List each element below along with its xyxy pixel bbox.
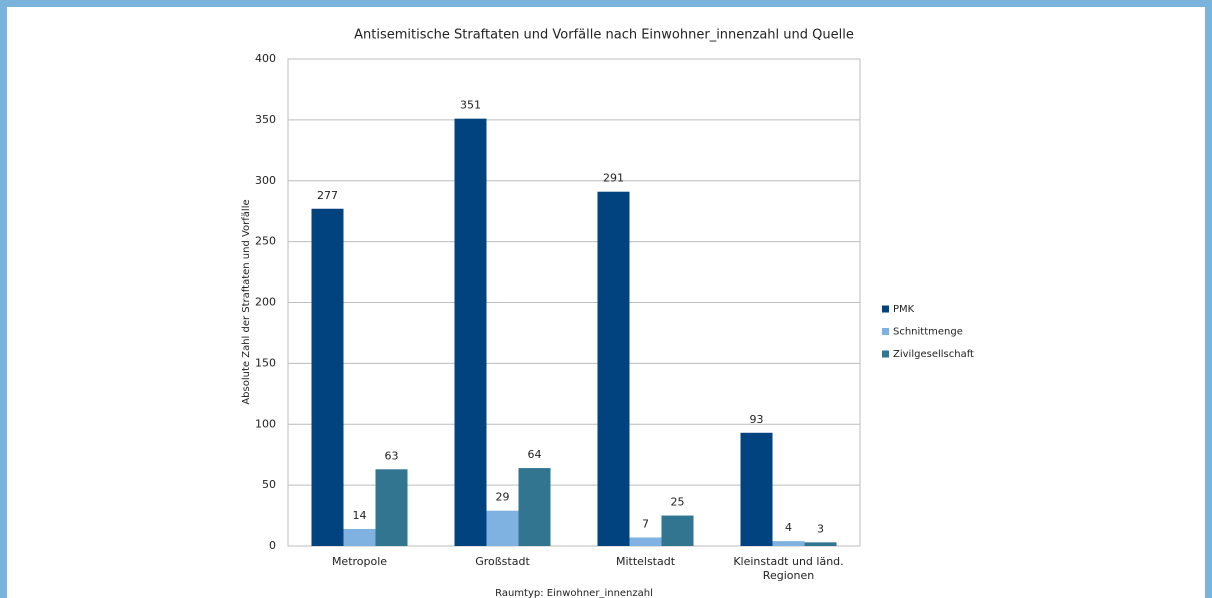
legend-swatch	[882, 328, 889, 335]
value-label: 277	[317, 189, 338, 202]
value-label: 64	[528, 448, 542, 461]
y-tick-label: 200	[255, 296, 276, 309]
value-label: 14	[353, 509, 367, 522]
y-tick-label: 300	[255, 174, 276, 187]
bar	[740, 432, 773, 546]
y-tick-label: 0	[269, 539, 276, 552]
y-tick-label: 250	[255, 235, 276, 248]
bar	[629, 537, 662, 546]
plot-border	[287, 58, 861, 547]
bar	[343, 528, 376, 546]
y-tick-label: 350	[255, 113, 276, 126]
legend-swatch	[882, 305, 889, 313]
bar	[311, 208, 344, 546]
bar	[518, 468, 551, 546]
value-label: 291	[603, 172, 624, 185]
value-label: 351	[460, 99, 481, 112]
bar	[454, 118, 487, 546]
value-label: 63	[385, 449, 399, 462]
y-tick-label: 400	[255, 52, 276, 65]
legend-label: PMK	[893, 304, 915, 315]
bar	[375, 469, 408, 546]
value-label: 93	[750, 413, 764, 426]
y-tick-label: 100	[255, 417, 276, 430]
chart-title: Antisemitische Straftaten und Vorfälle n…	[354, 28, 854, 43]
bar	[486, 510, 519, 546]
y-tick-label: 50	[262, 478, 276, 491]
legend-label: Zivilgesellschaft	[893, 349, 974, 360]
x-tick-label: Kleinstadt und länd. Regionen	[733, 555, 844, 582]
value-label: 25	[671, 496, 685, 509]
value-label: 7	[642, 517, 649, 530]
y-tick-label: 150	[255, 356, 276, 369]
bar	[772, 541, 805, 546]
y-axis-label: Absolute Zahl der Straftaten und Vorfäll…	[241, 199, 252, 404]
value-label: 4	[785, 521, 792, 534]
value-label: 29	[496, 491, 510, 504]
bar	[661, 515, 694, 546]
bar	[804, 542, 837, 546]
legend-label: Schnittmenge	[893, 327, 963, 338]
x-tick-label: Metropole	[331, 555, 388, 568]
legend-swatch	[882, 350, 889, 358]
x-tick-label: Mittelstadt	[615, 555, 676, 568]
bar	[597, 191, 630, 546]
value-label: 3	[817, 522, 824, 535]
x-axis-label: Raumtyp: Einwohner_innenzahl	[495, 588, 653, 598]
x-tick-label: Großstadt	[475, 555, 530, 568]
